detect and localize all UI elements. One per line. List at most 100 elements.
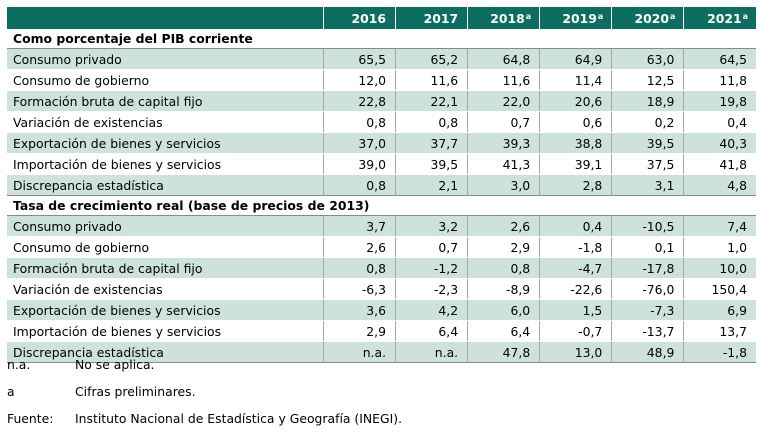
row-label: Discrepancia estadística — [7, 174, 324, 196]
value-cell: 2,1 — [395, 174, 468, 196]
value-cell: 48,9 — [611, 341, 684, 363]
table-row: Variación de existencias 0,8 0,8 0,7 0,6 0,2 0… — [7, 111, 756, 133]
value-cell: 0,7 — [395, 236, 468, 258]
value-cell: 0,8 — [467, 257, 540, 279]
value-cell: 0,4 — [683, 111, 756, 133]
note-key: Fuente: — [7, 411, 54, 426]
note-text: Cifras preliminares. — [75, 384, 196, 399]
value-cell: -4,7 — [539, 257, 612, 279]
value-cell: 1,0 — [683, 236, 756, 258]
value-cell: 37,0 — [322, 132, 396, 154]
value-cell: 20,6 — [539, 90, 612, 112]
section-title: Tasa de crecimiento real (base de precio… — [7, 195, 756, 216]
note-text: No se aplica. — [75, 357, 155, 372]
value-cell: 3,1 — [611, 174, 684, 196]
value-cell: 12,0 — [322, 69, 396, 91]
value-cell: n.a. — [322, 341, 396, 363]
year-header: 2016 — [322, 7, 396, 29]
value-cell: 18,9 — [611, 90, 684, 112]
value-cell: 47,8 — [467, 341, 540, 363]
value-cell: -7,3 — [611, 299, 684, 321]
value-cell: 0,7 — [467, 111, 540, 133]
row-label: Variación de existencias — [7, 111, 324, 133]
value-cell: 13,0 — [539, 341, 612, 363]
year-header: 2021a — [683, 7, 756, 29]
value-cell: 0,8 — [395, 111, 468, 133]
value-cell: 22,0 — [467, 90, 540, 112]
value-cell: 0,6 — [539, 111, 612, 133]
value-cell: 19,8 — [683, 90, 756, 112]
year-header: 2018a — [467, 7, 540, 29]
table-row: Formación bruta de capital fijo 22,8 22,1 2… — [7, 90, 756, 112]
value-cell: 0,4 — [539, 215, 612, 237]
value-cell: 2,8 — [539, 174, 612, 196]
table-row: Consumo privado 3,7 3,2 2,6 0,4 -10,5 7,4 — [7, 215, 756, 237]
section-header-row: Tasa de crecimiento real (base de precio… — [7, 195, 756, 216]
value-cell: 65,2 — [395, 48, 468, 70]
value-cell: 11,6 — [395, 69, 468, 91]
value-cell: 0,8 — [322, 174, 396, 196]
section-header-row: Como porcentaje del PIB corriente — [7, 29, 756, 49]
value-cell: n.a. — [395, 341, 468, 363]
value-cell: 3,0 — [467, 174, 540, 196]
value-cell: -1,8 — [683, 341, 756, 363]
value-cell: 39,5 — [395, 153, 468, 175]
value-cell: -17,8 — [611, 257, 684, 279]
value-cell: 2,9 — [322, 320, 396, 342]
value-cell: -76,0 — [611, 278, 684, 300]
note-key: a — [7, 384, 15, 399]
value-cell: 64,9 — [539, 48, 612, 70]
row-label: Discrepancia estadística — [7, 341, 324, 363]
year-header: 2019a — [539, 7, 612, 29]
value-cell: -1,8 — [539, 236, 612, 258]
value-cell: 64,5 — [683, 48, 756, 70]
row-label: Variación de existencias — [7, 278, 324, 300]
note-key: n.a. — [7, 357, 31, 372]
year-header: 2020a — [611, 7, 684, 29]
row-label: Formación bruta de capital fijo — [7, 90, 324, 112]
value-cell: 39,5 — [611, 132, 684, 154]
value-cell: 6,0 — [467, 299, 540, 321]
value-cell: 22,1 — [395, 90, 468, 112]
value-cell: 1,5 — [539, 299, 612, 321]
value-cell: -1,2 — [395, 257, 468, 279]
value-cell: 39,3 — [467, 132, 540, 154]
value-cell: 2,9 — [467, 236, 540, 258]
row-label: Consumo privado — [7, 215, 324, 237]
row-label: Importación de bienes y servicios — [7, 320, 324, 342]
value-cell: 12,5 — [611, 69, 684, 91]
value-cell: 63,0 — [611, 48, 684, 70]
value-cell: -13,7 — [611, 320, 684, 342]
value-cell: 41,3 — [467, 153, 540, 175]
table-row: Exportación de bienes y servicios 37,0 37,… — [7, 132, 756, 154]
table-row: Exportación de bienes y servicios 3,6 4,2 6… — [7, 299, 756, 321]
value-cell: 3,2 — [395, 215, 468, 237]
row-label: Exportación de bienes y servicios — [7, 132, 324, 154]
value-cell: -10,5 — [611, 215, 684, 237]
value-cell: 11,6 — [467, 69, 540, 91]
row-label: Consumo privado — [7, 48, 324, 70]
value-cell: 37,5 — [611, 153, 684, 175]
value-cell: 3,6 — [322, 299, 396, 321]
value-cell: 4,2 — [395, 299, 468, 321]
value-cell: 0,1 — [611, 236, 684, 258]
row-label: Exportación de bienes y servicios — [7, 299, 324, 321]
value-cell: 2,6 — [467, 215, 540, 237]
year-header: 2017 — [395, 7, 468, 29]
value-cell: 6,9 — [683, 299, 756, 321]
header-row: 2016 2017 2018a 2019a 2020a 2021a — [7, 7, 756, 29]
value-cell: 2,6 — [322, 236, 396, 258]
table-row: Formación bruta de capital fijo 0,8 -1,2 0,… — [7, 257, 756, 279]
value-cell: 10,0 — [683, 257, 756, 279]
value-cell: 7,4 — [683, 215, 756, 237]
value-cell: 4,8 — [683, 174, 756, 196]
value-cell: -0,7 — [539, 320, 612, 342]
value-cell: 41,8 — [683, 153, 756, 175]
table-row: Discrepancia estadística n.a. n.a. 47,8 13,0… — [7, 341, 756, 363]
value-cell: 11,4 — [539, 69, 612, 91]
section-title: Como porcentaje del PIB corriente — [7, 29, 756, 49]
value-cell: 150,4 — [683, 278, 756, 300]
header-blank-cell — [7, 7, 324, 29]
value-cell: -6,3 — [322, 278, 396, 300]
note-text: Instituto Nacional de Estadística y Geog… — [75, 411, 403, 426]
